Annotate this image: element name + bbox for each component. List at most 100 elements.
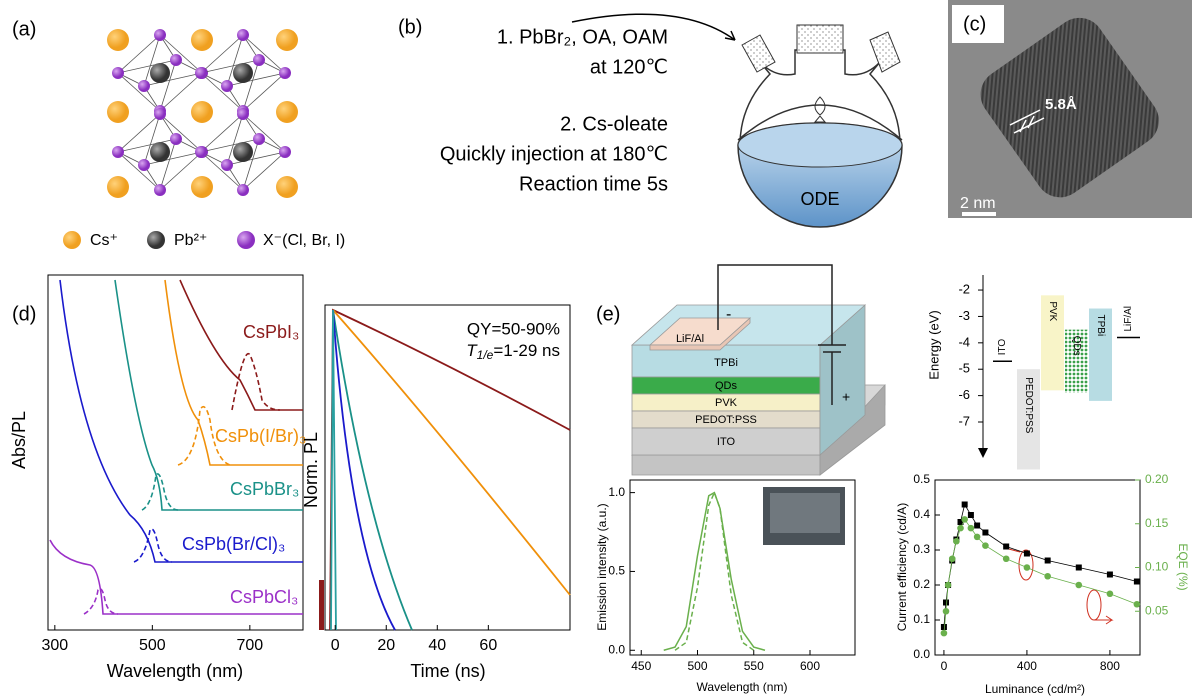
y-tick-label: 0.10 xyxy=(1145,560,1169,574)
sample-label: CsPb(Br/Cl)₃ xyxy=(182,534,285,554)
y-tick-label: 0.2 xyxy=(913,577,930,591)
marker xyxy=(1003,555,1010,562)
y-tick-label: 0.05 xyxy=(1145,603,1169,617)
marker xyxy=(957,525,964,532)
material-label: TPBi xyxy=(1095,315,1106,337)
marker xyxy=(982,542,989,549)
x-tick-label: 450 xyxy=(631,659,651,673)
layer-label: LiF/Al xyxy=(676,333,704,345)
y-tick-label: 0.0 xyxy=(608,642,625,656)
x-atom xyxy=(138,80,150,92)
polarity: - xyxy=(726,306,731,323)
marker xyxy=(1107,572,1113,578)
annotation: QY=50-90% xyxy=(467,319,560,338)
cs-atom xyxy=(191,176,213,198)
marker xyxy=(943,600,949,606)
x-tick-label: 0 xyxy=(331,637,340,654)
step-text: at 120℃ xyxy=(590,56,668,78)
x-tick-label: 20 xyxy=(377,637,395,654)
marker xyxy=(949,555,956,562)
marker xyxy=(1107,590,1114,597)
step-text: 1. PbBr₂, OA, OAM xyxy=(497,26,668,48)
sample-label: CsPbBr₃ xyxy=(230,479,299,499)
x-tick-label: 600 xyxy=(800,659,820,673)
layer-label: PEDOT:PSS xyxy=(695,414,757,426)
x-atom xyxy=(112,67,124,79)
layer-label: QDs xyxy=(715,380,738,392)
cs-atom xyxy=(191,101,213,123)
x-atom xyxy=(195,146,207,158)
legend-text: Cs⁺ xyxy=(90,232,118,249)
x-atom xyxy=(170,54,182,66)
pb-atom xyxy=(150,142,170,162)
marker xyxy=(941,630,948,637)
marker xyxy=(953,538,960,545)
inset-photo xyxy=(770,493,840,533)
legend-icon xyxy=(147,231,165,249)
marker xyxy=(1075,582,1082,589)
y-tick-label: -6 xyxy=(958,387,970,402)
pb-atom xyxy=(150,63,170,83)
panel-label: (a) xyxy=(12,18,36,40)
marker xyxy=(1024,564,1031,571)
layer-label: PVK xyxy=(715,397,738,409)
y-axis-label: Current efficiency (cd/A) xyxy=(895,503,909,632)
x-tick-label: 300 xyxy=(41,637,68,654)
x-tick-label: 500 xyxy=(139,637,166,654)
marker xyxy=(982,530,988,536)
cs-atom xyxy=(276,101,298,123)
x-atom xyxy=(253,133,265,145)
x-atom xyxy=(154,29,166,41)
y-tick-label: 0.3 xyxy=(913,542,930,556)
marker xyxy=(1134,579,1140,585)
step-text: Reaction time 5s xyxy=(519,173,668,195)
marker xyxy=(974,534,981,541)
y-tick-label: -2 xyxy=(958,281,970,296)
annotation: 1/e xyxy=(477,348,494,362)
panel-label: (c) xyxy=(963,13,986,35)
x-tick-label: 550 xyxy=(744,659,764,673)
marker xyxy=(962,502,968,508)
y2-axis-label: EQE (%) xyxy=(1176,543,1190,590)
marker xyxy=(1024,551,1030,557)
x-tick-label: 400 xyxy=(1017,659,1037,673)
solvent-label: ODE xyxy=(800,189,839,209)
lattice-spacing: 5.8Å xyxy=(1045,96,1077,113)
annotation-oval xyxy=(1087,590,1101,620)
axis-arrow xyxy=(978,448,988,458)
material-label: ITO xyxy=(997,339,1008,356)
marker xyxy=(1044,573,1051,580)
legend-text: Pb²⁺ xyxy=(174,232,207,249)
y-tick-label: -4 xyxy=(958,334,970,349)
step-text: 2. Cs-oleate xyxy=(560,113,668,135)
panel-label: (e) xyxy=(596,303,620,325)
crystal-structure xyxy=(107,29,298,198)
sample-label: CsPbI₃ xyxy=(243,322,299,342)
x-atom xyxy=(138,159,150,171)
x-atom xyxy=(195,67,207,79)
y-tick-label: -3 xyxy=(958,308,970,323)
material-label: LiF/Al xyxy=(1123,306,1134,332)
cs-atom xyxy=(276,176,298,198)
annotation: T1/e=1-29 ns xyxy=(466,341,560,362)
x-tick-label: 0 xyxy=(941,659,948,673)
marker xyxy=(1003,544,1009,550)
marker xyxy=(974,523,980,529)
x-atom xyxy=(221,80,233,92)
y-tick-label: 1.0 xyxy=(608,485,625,499)
marker xyxy=(968,525,975,532)
x-axis-label: Luminance (cd/m²) xyxy=(985,682,1085,696)
y-axis-label: Emission intensity (a.u.) xyxy=(595,503,609,630)
x-axis-label: Wavelength (nm) xyxy=(697,680,788,694)
x-axis-label: Time (ns) xyxy=(410,661,485,681)
material-label: PEDOT:PSS xyxy=(1023,377,1034,433)
x-axis-label: Wavelength (nm) xyxy=(107,661,243,681)
material-label: PVK xyxy=(1047,301,1058,321)
step-text: Quickly injection at 180℃ xyxy=(440,143,668,165)
y-tick-label: 0.4 xyxy=(913,507,930,521)
material-label: QDs xyxy=(1071,336,1082,356)
layer-label: TPBi xyxy=(714,357,738,369)
x-atom xyxy=(237,29,249,41)
x-atom xyxy=(279,146,291,158)
marker xyxy=(1134,601,1141,608)
